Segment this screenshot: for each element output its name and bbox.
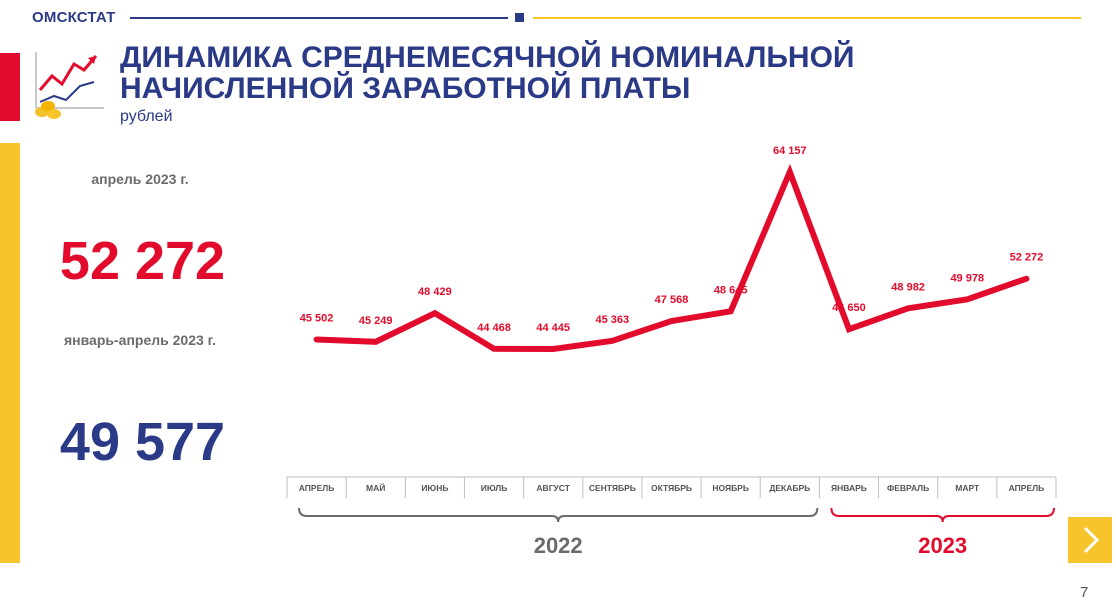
- data-point: [787, 170, 792, 174]
- kpi-label-april: апрель 2023 г.: [91, 171, 189, 187]
- data-label: 44 468: [477, 322, 511, 334]
- data-point: [492, 346, 497, 351]
- data-label: 45 363: [596, 314, 630, 326]
- data-label: 46 650: [832, 302, 866, 314]
- chevron-right-icon: [1083, 526, 1100, 554]
- page-title: ДИНАМИКА СРЕДНЕМЕСЯЧНОЙ НОМИНАЛЬНОЙ НАЧИ…: [120, 41, 855, 105]
- header-divider-yellow: [533, 17, 1081, 19]
- data-point: [669, 318, 674, 323]
- data-label: 48 645: [714, 284, 748, 296]
- x-tick-label: МАЙ: [366, 482, 385, 493]
- x-tick-label: АПРЕЛЬ: [299, 483, 335, 493]
- brand-logo-text: ОМСКСТАТ: [32, 9, 116, 26]
- year-brace: [830, 507, 1055, 523]
- accent-bar-yellow: [0, 143, 20, 563]
- data-label: 64 157: [773, 145, 807, 157]
- growth-chart-icon: [35, 52, 104, 119]
- year-group-label: 2023: [918, 533, 967, 558]
- data-point: [1024, 276, 1029, 281]
- x-tick-label: ФЕВРАЛЬ: [887, 483, 929, 493]
- header-divider-square: [515, 13, 524, 22]
- data-point: [432, 311, 437, 316]
- x-tick-label: ЯНВАРЬ: [831, 483, 867, 493]
- x-tick-label: ИЮЛЬ: [481, 483, 508, 493]
- data-label: 49 978: [950, 272, 984, 284]
- data-point: [846, 327, 851, 332]
- page-number: 7: [1080, 584, 1089, 601]
- data-label: 48 982: [891, 281, 925, 293]
- data-label: 45 249: [359, 315, 393, 327]
- data-label: 48 429: [418, 286, 452, 298]
- data-point: [728, 309, 733, 314]
- page-subtitle: рублей: [120, 108, 173, 125]
- x-tick-label: ИЮНЬ: [421, 483, 448, 493]
- data-point: [551, 347, 556, 351]
- data-label: 44 445: [536, 322, 570, 334]
- data-point: [314, 337, 319, 342]
- data-point: [965, 297, 970, 302]
- data-label: 52 272: [1010, 252, 1044, 264]
- year-brace: [298, 507, 819, 523]
- data-point: [373, 339, 378, 344]
- kpi-value-jan-apr: 49 577: [59, 412, 226, 472]
- x-tick-label: ОКТЯБРЬ: [651, 483, 692, 493]
- kpi-label-jan-apr: январь-апрель 2023 г.: [64, 332, 216, 348]
- data-label: 47 568: [655, 294, 689, 306]
- year-group-label: 2022: [534, 533, 583, 558]
- x-tick-label: НОЯБРЬ: [712, 483, 749, 493]
- x-tick-label: АВГУСТ: [536, 483, 570, 493]
- data-label: 45 502: [300, 313, 334, 325]
- next-slide-button[interactable]: [1068, 517, 1112, 563]
- data-point: [610, 338, 615, 343]
- accent-bar-red: [0, 53, 20, 121]
- x-tick-label: МАРТ: [955, 483, 980, 493]
- x-tick-label: АПРЕЛЬ: [1009, 483, 1045, 493]
- header-divider-blue: [130, 17, 508, 19]
- kpi-value-april: 52 272: [59, 231, 226, 291]
- data-point: [906, 306, 911, 311]
- x-tick-label: СЕНТЯБРЬ: [589, 483, 636, 493]
- x-tick-label: ДЕКАБРЬ: [769, 483, 810, 493]
